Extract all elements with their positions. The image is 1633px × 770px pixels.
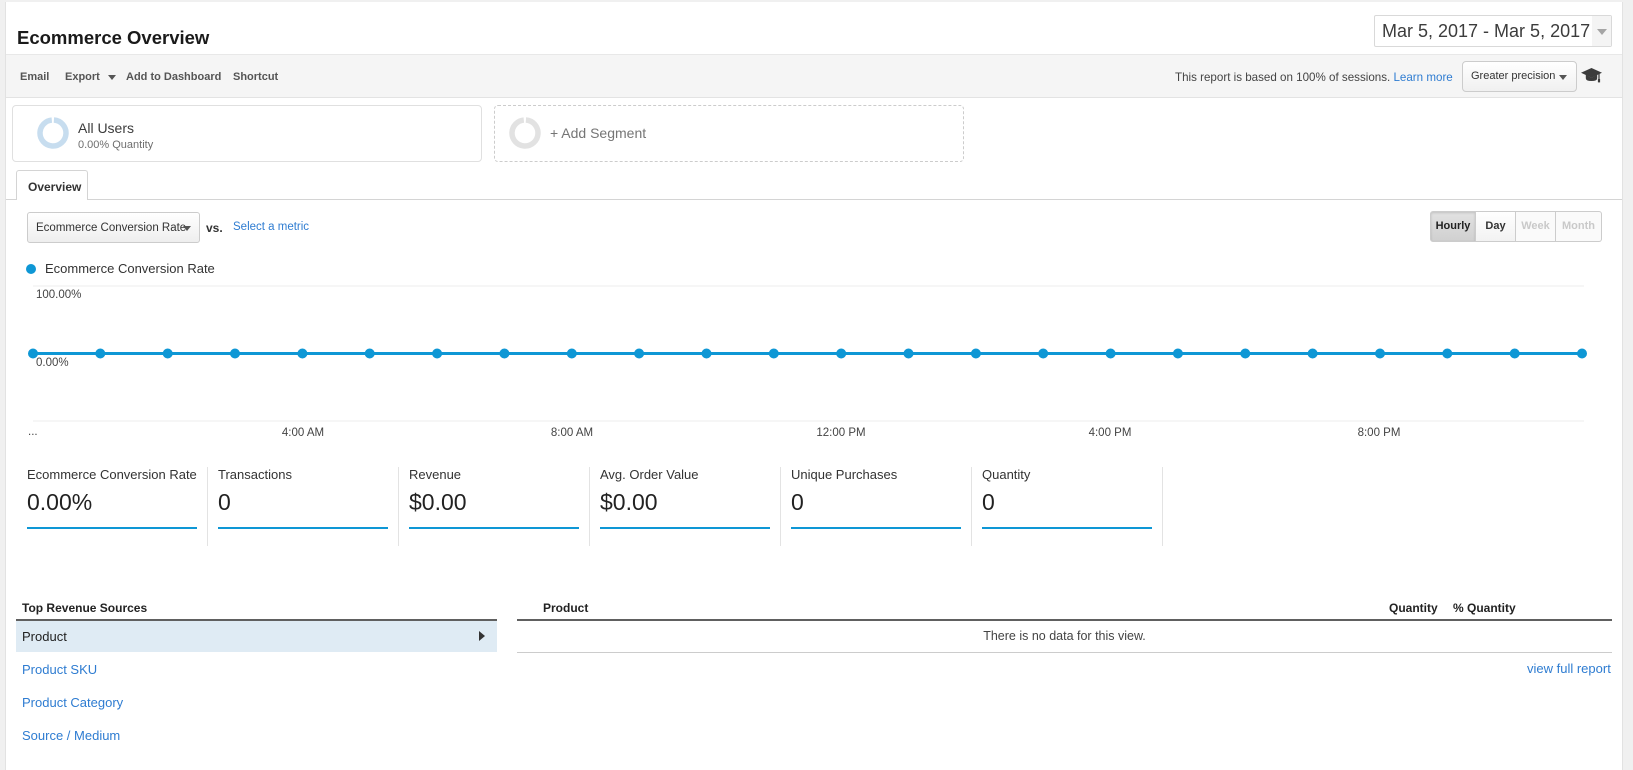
svg-text:12:00 PM: 12:00 PM [816,427,865,439]
svg-text:100.00%: 100.00% [36,289,81,301]
svg-text:0.00%: 0.00% [36,357,69,369]
svg-text:8:00 AM: 8:00 AM [551,427,593,439]
svg-text:4:00 PM: 4:00 PM [1089,427,1132,439]
svg-text:4:00 AM: 4:00 AM [282,427,324,439]
svg-text:8:00 PM: 8:00 PM [1358,427,1401,439]
svg-text:...: ... [28,426,38,438]
